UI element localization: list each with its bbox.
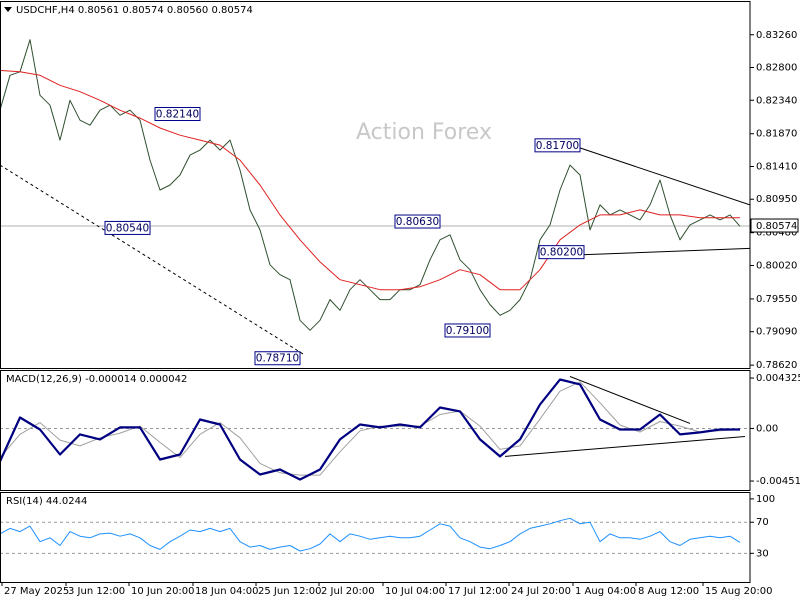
x-tick-label: 27 May 2025 [4, 586, 69, 597]
series-line [1, 381, 741, 476]
price-label-box [394, 214, 441, 229]
x-tick-label: 18 Jun 04:00 [195, 586, 259, 597]
series-line [1, 517, 741, 552]
x-tick-label: 1 Aug 04:00 [575, 586, 636, 597]
y-tick-label: -0.004511 [756, 476, 800, 487]
panel-title: RSI(14) 44.0244 [6, 496, 87, 507]
x-tick-label: 24 Jul 20:00 [511, 586, 571, 597]
series-line [1, 69, 740, 291]
price-label: 0.80200 [540, 247, 583, 259]
price-label: 0.78710 [256, 353, 299, 365]
trendline [577, 146, 750, 206]
x-tick-label: 2 Jul 20:00 [321, 586, 375, 597]
price-label: 0.79100 [446, 325, 489, 337]
y-tick-label: 30 [756, 548, 769, 559]
panel-title: MACD(12,26,9) -0.000014 0.000042 [6, 374, 187, 385]
y-tick-label: 0.79090 [756, 327, 797, 338]
trendline [504, 436, 746, 457]
x-tick-label: 3 Jun 12:00 [68, 586, 125, 597]
price-label: 0.80540 [106, 222, 149, 234]
price-label-box [254, 351, 301, 366]
y-tick-label: 0.80020 [756, 260, 797, 271]
panel [1, 517, 750, 554]
y-tick-label: 0.78620 [756, 360, 797, 371]
y-tick-label: 70 [756, 517, 769, 528]
price-label-box [444, 323, 491, 338]
price-label-box [104, 220, 151, 235]
y-tick-label: 0.82340 [756, 95, 797, 106]
x-tick-label: 17 Jul 12:00 [448, 586, 508, 597]
watermark: Action Forex [356, 120, 492, 145]
trendline [569, 376, 691, 424]
y-tick-label: 0.00 [756, 423, 778, 434]
price-label-box [534, 138, 581, 153]
y-tick-label: 0.80480 [756, 228, 797, 239]
y-tick-label: 0.79550 [756, 294, 797, 305]
y-tick-label: 100 [756, 494, 775, 505]
x-tick-label: 10 Jun 20:00 [131, 586, 195, 597]
x-tick-label: 25 Jun 12:00 [258, 586, 322, 597]
menu-arrow [4, 7, 12, 12]
x-tick-label: 15 Aug 20:00 [705, 586, 772, 597]
series-line [1, 39, 741, 331]
current-price-box [750, 218, 799, 233]
price-label: 0.82140 [156, 109, 199, 121]
price-label: 0.80630 [396, 216, 439, 228]
y-tick-label: 0.82800 [756, 63, 797, 74]
panel [1, 376, 750, 481]
panel-frame [0, 1, 751, 369]
y-tick-label: 0.83260 [756, 30, 797, 41]
y-tick-label: 0.004325 [756, 373, 800, 384]
trendline [581, 247, 750, 256]
panel-title: USDCHF,H4 0.80561 0.80574 0.80560 0.8057… [16, 5, 253, 16]
price-label: 0.81700 [536, 140, 579, 152]
x-tick-label: 8 Aug 12:00 [638, 586, 699, 597]
price-label-box [538, 245, 585, 260]
panel-frame [0, 370, 751, 491]
y-tick-label: 0.81410 [756, 161, 797, 172]
panel-frame [0, 492, 751, 583]
price-label-box [154, 107, 201, 122]
current-price-label: 0.80574 [756, 221, 797, 232]
x-tick-label: 10 Jul 04:00 [385, 586, 445, 597]
series-line [1, 378, 740, 481]
y-tick-label: 0.80950 [756, 194, 797, 205]
y-tick-label: 0.81870 [756, 129, 797, 140]
